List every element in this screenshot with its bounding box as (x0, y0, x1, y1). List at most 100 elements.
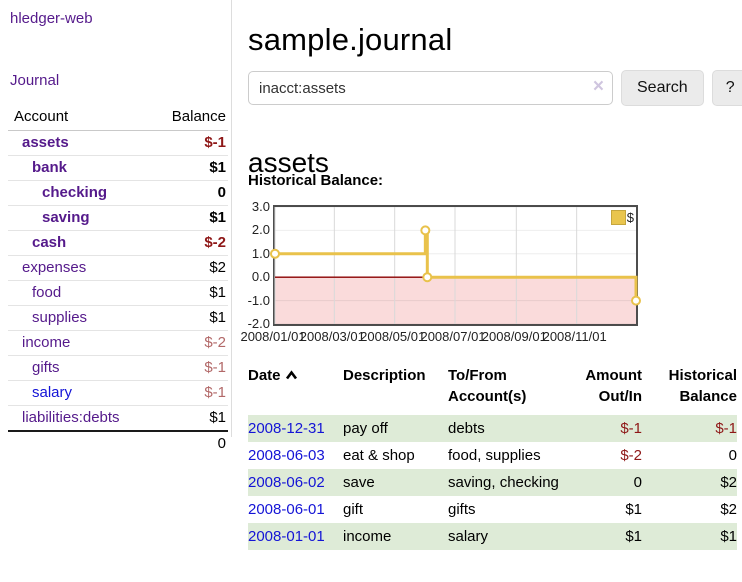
transaction-description: save (343, 474, 375, 491)
transaction-amount: $-1 (620, 420, 642, 437)
transaction-date-link[interactable]: 2008-01-01 (248, 528, 325, 545)
register-header-balance: Historical Balance (668, 367, 737, 405)
account-balance: $-2 (149, 330, 228, 356)
historical-balance-chart: $ 3.0 2.0 1.0 0.0 -1.0 -2.0 2008/01/01 2008/03… (240, 199, 668, 345)
register-header-tofrom: To/From Account(s) (448, 367, 527, 405)
transaction-accounts: food, supplies (448, 447, 541, 464)
x-axis-tick-label: 2008/05/01 (360, 329, 426, 344)
register-header-amount: Amount Out/In (585, 367, 642, 405)
account-row: income $-2 (8, 330, 228, 356)
account-row: gifts $-1 (8, 355, 228, 381)
transaction-row: 2008-12-31 pay off debts $-1 $-1 (248, 415, 737, 442)
transaction-balance: 0 (728, 447, 737, 464)
transaction-accounts: salary (448, 528, 489, 545)
y-axis-tick-label: 3.0 (251, 199, 270, 214)
account-balance: $2 (149, 255, 228, 281)
x-axis-tick-label: 2008/01/01 (240, 329, 306, 344)
x-axis-tick-label: 2008/03/01 (299, 329, 365, 344)
register-table: Date Description To/From Account(s) Amou… (248, 365, 737, 550)
app-brand-link[interactable]: hledger-web (10, 10, 93, 27)
account-link-bank[interactable]: bank (32, 159, 68, 176)
transaction-date-link[interactable]: 2008-06-01 (248, 501, 325, 518)
transaction-description: income (343, 528, 392, 545)
transaction-balance: $2 (720, 474, 737, 491)
y-axis-tick-label: -1.0 (247, 292, 270, 308)
account-row: cash $-2 (8, 230, 228, 256)
chart-legend: $ (610, 210, 634, 225)
transaction-balance: $1 (720, 528, 737, 545)
account-row: liabilities:debts $1 (8, 405, 228, 432)
transaction-description: pay off (343, 420, 388, 437)
x-axis-tick-label: 2008/07/01 (420, 329, 486, 344)
account-row: bank $1 (8, 155, 228, 181)
accounts-total-row: 0 (8, 430, 228, 456)
transaction-date-link[interactable]: 2008-06-03 (248, 447, 325, 464)
search-form: × Search ? (248, 70, 742, 106)
transaction-row: 2008-06-01 gift gifts $1 $2 (248, 496, 737, 523)
main-content: sample.journal × Search ? assets Histori… (240, 0, 742, 582)
transaction-accounts: saving, checking (448, 474, 559, 491)
x-axis-tick-label: 2008/11/01 (542, 329, 607, 344)
account-row: checking 0 (8, 180, 228, 206)
x-axis-tick-label: 2008/09/01 (481, 329, 547, 344)
account-link-saving[interactable]: saving (42, 209, 90, 226)
clear-search-icon[interactable]: × (592, 76, 604, 97)
y-axis-tick-label: 2.0 (251, 222, 270, 238)
account-balance: 0 (149, 180, 228, 206)
account-row: supplies $1 (8, 305, 228, 331)
accounts-total-spacer (8, 430, 150, 456)
chart-plot-area: $ (270, 205, 641, 326)
register-header-date-label: Date (248, 367, 281, 384)
account-row: expenses $2 (8, 255, 228, 281)
register-header-date[interactable]: Date (248, 365, 343, 415)
y-axis-tick-label: 1.0 (251, 245, 270, 261)
accounts-table-body: assets $-1 bank $1 checking 0 saving $1 cash $-2 e… (8, 130, 228, 432)
chart-title: Historical Balance: (248, 172, 384, 189)
search-input[interactable] (248, 71, 613, 105)
transaction-accounts: debts (448, 420, 485, 437)
account-balance: $1 (149, 405, 228, 432)
account-link-cash[interactable]: cash (32, 234, 67, 251)
search-box: × (248, 71, 613, 105)
transaction-amount: $-2 (620, 447, 642, 464)
transaction-row: 2008-01-01 income salary $1 $1 (248, 523, 737, 550)
account-link-assets[interactable]: assets (22, 134, 69, 151)
transaction-balance: $-1 (715, 420, 737, 437)
sort-ascending-icon (285, 368, 298, 385)
account-link-food[interactable]: food (32, 284, 62, 301)
transaction-amount: $1 (625, 501, 642, 518)
account-link-salary[interactable]: salary (32, 384, 73, 401)
accounts-header-balance: Balance (149, 104, 228, 131)
account-row: assets $-1 (8, 130, 228, 156)
transaction-amount: 0 (633, 474, 642, 491)
account-balance: $-1 (149, 380, 228, 406)
account-title: assets (248, 147, 329, 179)
transaction-description: gift (343, 501, 364, 518)
legend-swatch-icon (610, 210, 626, 225)
accounts-total-value: 0 (149, 430, 228, 456)
account-row: salary $-1 (8, 380, 228, 406)
account-link-gifts[interactable]: gifts (32, 359, 60, 376)
account-link-expenses[interactable]: expenses (22, 259, 87, 276)
transaction-accounts: gifts (448, 501, 476, 518)
account-row: saving $1 (8, 205, 228, 231)
account-link-supplies[interactable]: supplies (32, 309, 88, 326)
account-link-liabilities-debts[interactable]: liabilities:debts (22, 409, 120, 426)
accounts-header-account: Account (8, 104, 150, 131)
account-link-income[interactable]: income (22, 334, 71, 351)
account-balance: $-1 (149, 130, 228, 156)
search-button[interactable]: Search (621, 70, 704, 106)
chart-canvas (270, 206, 641, 325)
sidebar: hledger-web Journal Account Balance asse… (0, 0, 232, 456)
y-axis-tick-label: 0.0 (251, 269, 270, 285)
help-button[interactable]: ? (711, 70, 742, 106)
transaction-balance: $2 (720, 501, 737, 518)
account-balance: $-1 (149, 355, 228, 381)
sidebar-item-journal[interactable]: Journal (10, 72, 60, 89)
transaction-description: eat & shop (343, 447, 415, 464)
account-balance: $1 (149, 305, 228, 331)
transaction-date-link[interactable]: 2008-06-02 (248, 474, 325, 491)
account-link-checking[interactable]: checking (42, 184, 108, 201)
y-axis-tick-label: -2.0 (247, 316, 270, 331)
transaction-date-link[interactable]: 2008-12-31 (248, 420, 325, 437)
